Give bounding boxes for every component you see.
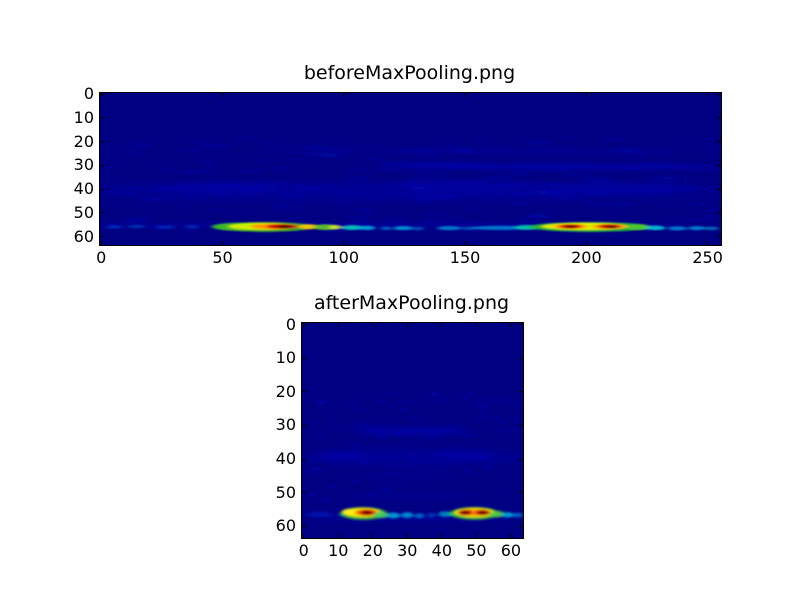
x-tick-mark <box>585 241 587 245</box>
y-tick-mark <box>302 525 306 527</box>
x-tick-label: 100 <box>328 248 360 267</box>
heatmap-pixels <box>100 93 721 245</box>
y-tick-label: 50 <box>275 482 296 502</box>
y-tick-mark <box>519 391 523 393</box>
y-tick-mark <box>519 492 523 494</box>
x-tick-mark <box>510 323 512 327</box>
y-tick-label: 40 <box>275 449 296 469</box>
y-tick-mark <box>100 164 104 166</box>
x-tick-mark <box>303 534 305 538</box>
y-tick-mark <box>717 141 721 143</box>
x-tick-mark <box>406 534 408 538</box>
x-tick-label: 0 <box>96 248 107 267</box>
y-tick-mark <box>519 525 523 527</box>
y-tick-label: 30 <box>275 415 296 435</box>
x-tick-mark <box>510 534 512 538</box>
y-tick-label: 30 <box>73 155 94 175</box>
x-tick-mark <box>707 241 709 245</box>
y-tick-mark <box>302 324 306 326</box>
x-tick-label: 20 <box>362 541 383 560</box>
y-tick-label: 20 <box>275 381 296 401</box>
x-tick-mark <box>100 241 102 245</box>
y-tick-mark <box>100 93 104 95</box>
y-tick-mark <box>302 458 306 460</box>
x-tick-mark <box>707 93 709 97</box>
y-tick-mark <box>100 236 104 238</box>
y-tick-label: 50 <box>73 202 94 222</box>
x-tick-mark <box>406 323 408 327</box>
y-tick-label: 0 <box>285 314 296 334</box>
y-tick-mark <box>519 357 523 359</box>
x-tick-mark <box>475 323 477 327</box>
x-tick-label: 40 <box>431 541 453 560</box>
x-tick-mark <box>475 534 477 538</box>
y-tick-mark <box>302 424 306 426</box>
y-tick-mark <box>519 424 523 426</box>
y-tick-mark <box>100 141 104 143</box>
x-tick-label: 50 <box>212 248 233 267</box>
y-tick-mark <box>519 458 523 460</box>
x-tick-label: 60 <box>500 541 522 560</box>
x-tick-mark <box>441 323 443 327</box>
y-tick-mark <box>302 391 306 393</box>
y-tick-label: 40 <box>73 179 94 199</box>
x-tick-mark <box>441 534 443 538</box>
x-tick-mark <box>222 93 223 97</box>
y-tick-mark <box>519 324 523 326</box>
y-tick-mark <box>100 188 104 190</box>
x-tick-label: 0 <box>298 541 309 560</box>
y-tick-mark <box>717 188 721 190</box>
heatmap-before-maxpooling <box>99 92 722 246</box>
x-tick-mark <box>372 323 374 327</box>
y-tick-mark <box>100 212 104 214</box>
x-tick-mark <box>337 534 339 538</box>
x-tick-label: 250 <box>692 248 723 267</box>
y-tick-mark <box>100 117 104 119</box>
x-tick-label: 200 <box>571 248 602 267</box>
x-tick-label: 150 <box>449 248 481 267</box>
y-tick-mark <box>302 357 306 359</box>
x-tick-mark <box>585 93 587 97</box>
plot-title-before-maxpooling: beforeMaxPooling.png <box>303 62 516 84</box>
x-tick-label: 10 <box>328 541 349 560</box>
x-tick-label: 50 <box>466 541 487 560</box>
x-tick-mark <box>464 93 466 97</box>
x-tick-mark <box>100 93 102 97</box>
y-tick-mark <box>717 236 721 238</box>
y-tick-label: 60 <box>275 516 296 536</box>
y-tick-label: 10 <box>275 348 296 368</box>
y-tick-mark <box>302 492 306 494</box>
y-tick-label: 10 <box>73 107 94 127</box>
y-tick-mark <box>717 164 721 166</box>
x-tick-mark <box>343 241 345 245</box>
y-tick-label: 20 <box>73 131 94 151</box>
y-tick-label: 0 <box>83 84 94 104</box>
y-tick-mark <box>717 212 721 214</box>
y-tick-mark <box>717 93 721 95</box>
x-tick-mark <box>343 93 345 97</box>
y-tick-mark <box>717 117 721 119</box>
heatmap-pixels <box>302 323 523 538</box>
y-tick-label: 60 <box>73 226 94 246</box>
x-tick-mark <box>222 241 223 245</box>
plot-title-after-maxpooling: afterMaxPooling.png <box>313 292 510 314</box>
x-tick-label: 30 <box>397 541 418 560</box>
x-tick-mark <box>464 241 466 245</box>
x-tick-mark <box>337 323 339 327</box>
x-tick-mark <box>372 534 374 538</box>
heatmap-after-maxpooling <box>301 322 524 539</box>
